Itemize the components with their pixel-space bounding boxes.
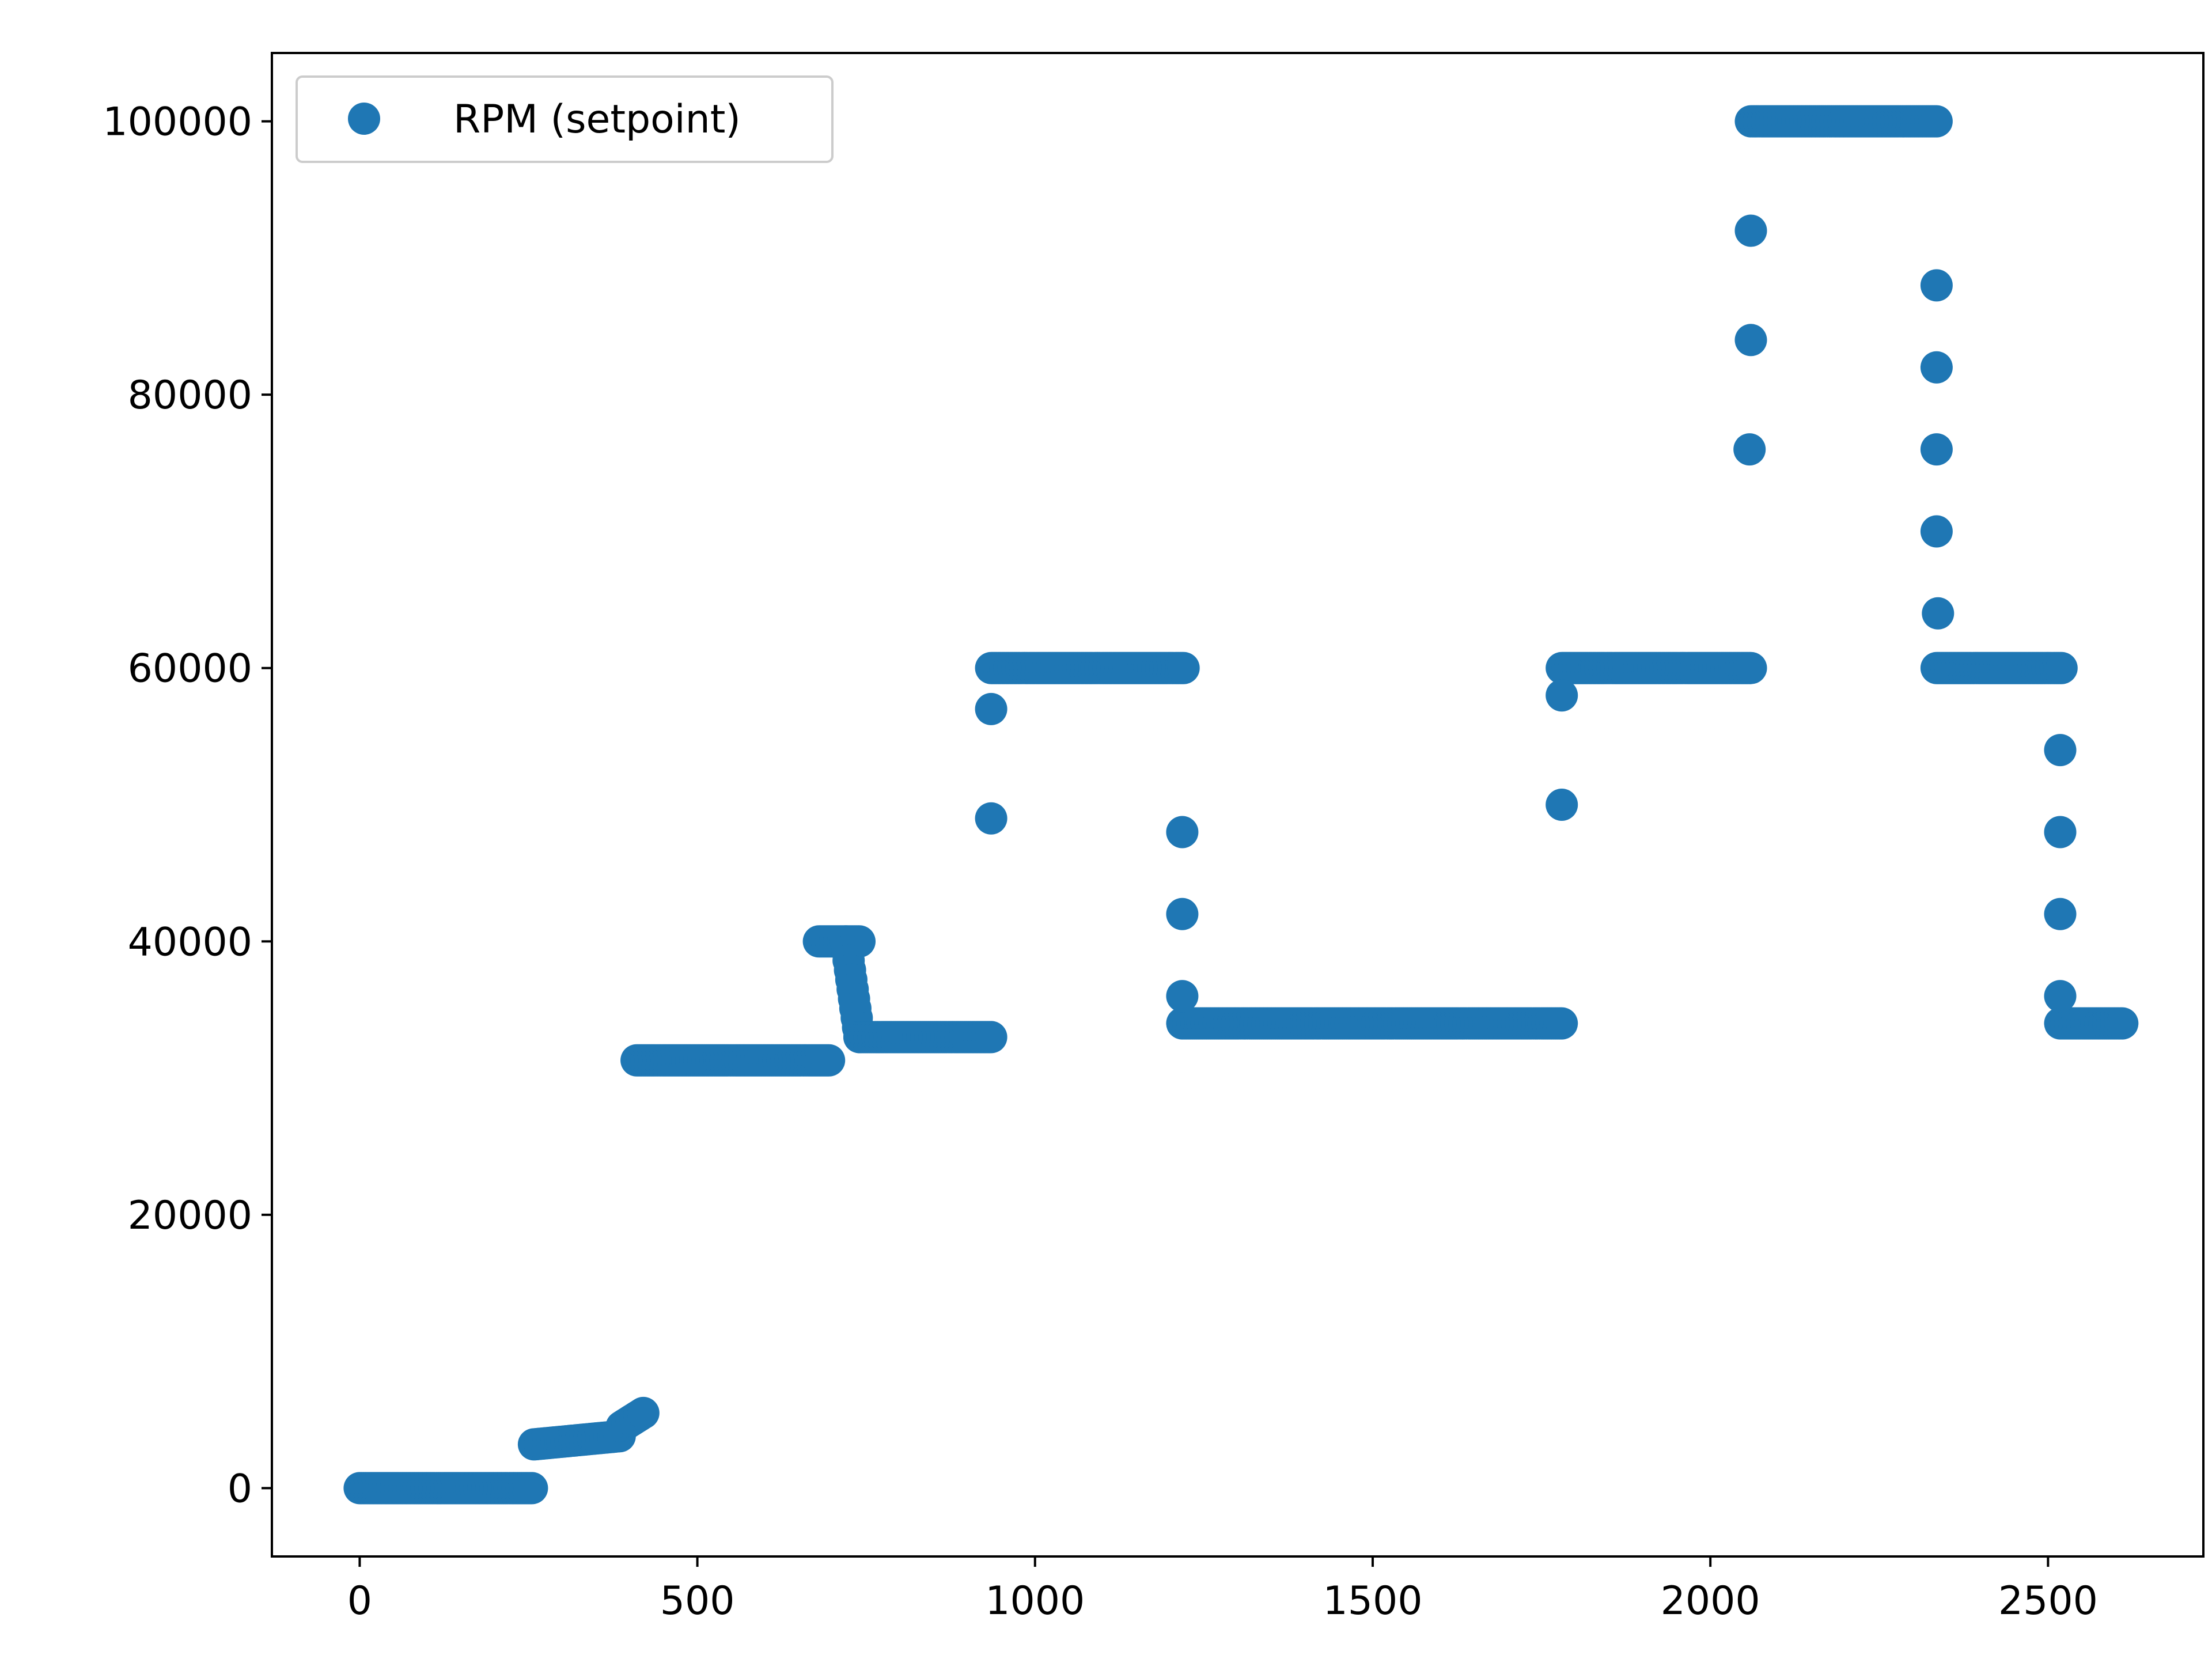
data-point: [627, 1396, 660, 1429]
data-point: [2044, 734, 2077, 767]
data-point: [2045, 652, 2078, 684]
data-point: [1733, 433, 1766, 466]
data-point: [1920, 105, 1953, 138]
legend: RPM (setpoint): [296, 75, 834, 163]
data-point: [1920, 433, 1953, 466]
y-tick-label: 0: [228, 1466, 252, 1512]
data-point: [1734, 652, 1767, 684]
data-point: [1734, 214, 1767, 247]
data-point: [1167, 652, 1200, 684]
y-tick-label: 60000: [128, 646, 252, 692]
data-point: [1734, 324, 1767, 357]
x-tick-label: 2000: [1661, 1578, 1760, 1624]
y-tick-label: 80000: [128, 373, 252, 418]
x-tick-label: 500: [660, 1578, 735, 1624]
x-tick-label: 1000: [985, 1578, 1085, 1624]
plot-frame: [271, 52, 2205, 1558]
data-point: [1166, 816, 1199, 849]
x-tick-label: 1500: [1323, 1578, 1422, 1624]
data-point: [1546, 1007, 1578, 1040]
y-tick-label: 20000: [128, 1193, 252, 1238]
legend-label: RPM (setpoint): [453, 97, 741, 142]
x-tick-label: 2500: [1998, 1578, 2098, 1624]
data-point: [1920, 515, 1953, 548]
data-point: [1546, 789, 1578, 821]
data-point: [2106, 1007, 2139, 1040]
data-point: [975, 692, 1007, 725]
y-axis: 0 20000 40000 60000 80000 100000: [103, 100, 272, 1512]
data-point: [975, 1021, 1007, 1054]
data-point: [1166, 897, 1199, 930]
data-point: [2044, 897, 2077, 930]
data-point: [813, 1044, 846, 1077]
x-tick-label: 0: [347, 1578, 372, 1624]
data-point: [1922, 597, 1955, 630]
data-point: [516, 1472, 548, 1505]
data-point: [1920, 269, 1953, 302]
data-point: [975, 802, 1007, 835]
data-point: [1920, 351, 1953, 384]
data-point: [1546, 679, 1578, 712]
legend-marker: [348, 103, 380, 135]
y-tick-label: 100000: [103, 100, 252, 145]
legend-box: [296, 75, 834, 163]
y-tick-label: 40000: [128, 919, 252, 965]
data-point: [2044, 980, 2077, 1013]
x-axis: 0 500 1000 1500 2000 2500: [347, 1556, 2098, 1624]
data-layer: [343, 105, 2139, 1505]
data-point: [2044, 816, 2077, 849]
data-point: [1166, 980, 1199, 1013]
